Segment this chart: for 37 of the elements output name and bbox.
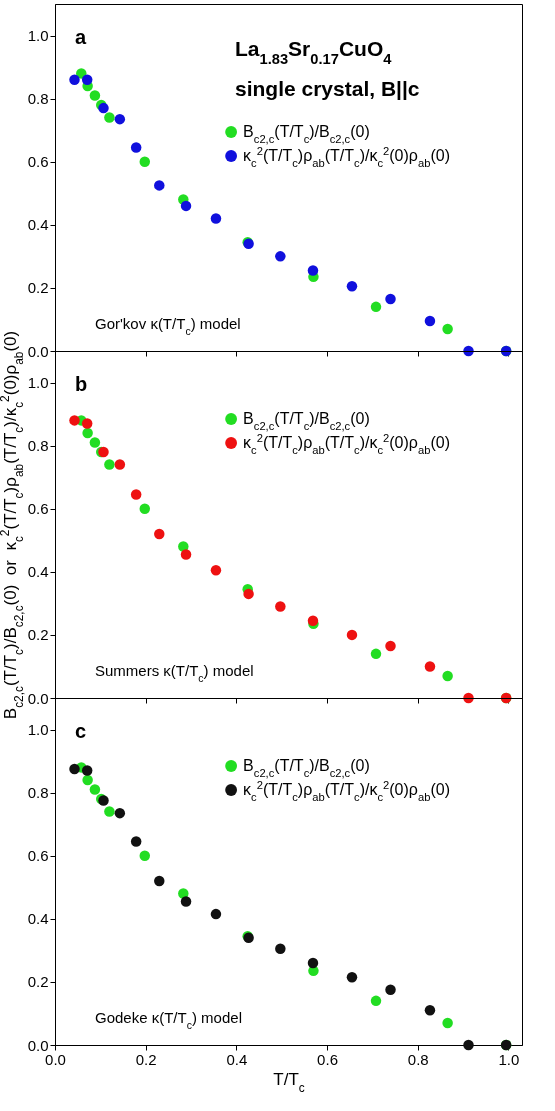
y-tick-label: 0.4 (27, 563, 49, 581)
text: κ$_{c}$$^{2}$(T/T$_{c}$)ρ$_{ab}$(T/T$_{c}$)/κ$_{c}$$^{2}$(0)ρ$_{ab}$(0) (243, 145, 450, 169)
y-tick-label: 0.2 (27, 973, 49, 991)
text: single crystal, B||c (235, 77, 420, 100)
legend-label: B$_{c2,c}$(T/T$_{c}$)/B$_{c2,c}$(0) (243, 410, 370, 432)
text: κ$_{c}$$^{2}$(T/T$_{c}$)ρ$_{ab}$(T/T$_{c}$)/κ$_{c}$$^{2}$(0)ρ$_{ab}$(0) (243, 779, 450, 803)
x-tick-label: 0.8 (407, 1050, 429, 1068)
y-tick-label: 1.0 (27, 721, 49, 739)
y-tick-label: 0.2 (27, 279, 49, 297)
annotation: c (75, 720, 87, 742)
legend-label: B$_{c2,c}$(T/T$_{c}$)/B$_{c2,c}$(0) (243, 123, 370, 145)
y-tick-label: 0.8 (27, 90, 49, 108)
text: κ$_{c}$$^{2}$(T/T$_{c}$)ρ$_{ab}$(T/T$_{c}$)/κ$_{c}$$^{2}$(0)ρ$_{ab}$(0) (243, 432, 450, 456)
y-tick-label: 0.6 (27, 847, 49, 865)
y-tick-label: 0.6 (27, 153, 49, 171)
annotation: a (75, 26, 87, 48)
x-axis-title: T/T$_{c}$ (273, 1069, 305, 1095)
annotation: b (75, 373, 88, 395)
annotation: Gor'kov κ(T/T$_{c}$) model (95, 315, 241, 337)
y-tick-label: 0.0 (27, 342, 49, 360)
y-tick-label: 0.4 (27, 216, 49, 234)
y-tick-label: 0.2 (27, 626, 49, 644)
x-tick-label: 0.4 (226, 1050, 248, 1068)
text: La$_{1.83}$Sr$_{0.17}$CuO$_{4}$ (235, 37, 393, 67)
annotation: Godeke κ(T/T$_{c}$) model (95, 1009, 242, 1031)
x-tick-label: 1.0 (498, 1050, 520, 1068)
y-tick-label: 0.8 (27, 784, 49, 802)
x-tick-label: 0.6 (317, 1050, 338, 1068)
y-tick-label: 0.4 (27, 910, 49, 928)
y-tick-label: 0.6 (27, 500, 49, 518)
y-tick-label: 0.8 (27, 437, 49, 455)
y-tick-label: 0.0 (27, 689, 49, 707)
legend-label: B$_{c2,c}$(T/T$_{c}$)/B$_{c2,c}$(0) (243, 757, 370, 779)
x-tick-label: 0.2 (135, 1050, 157, 1068)
y-tick-label: 1.0 (27, 374, 49, 392)
annotation: Summers κ(T/T$_{c}$) model (95, 662, 254, 684)
y-tick-label: 1.0 (27, 27, 49, 45)
